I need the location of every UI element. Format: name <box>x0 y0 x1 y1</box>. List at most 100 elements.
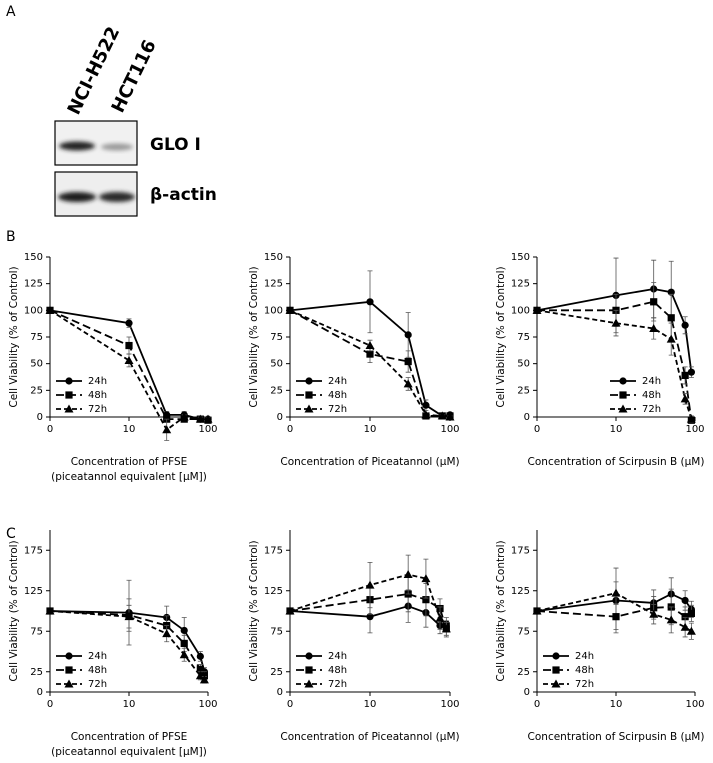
blot-panel <box>54 120 138 217</box>
marker <box>195 414 205 423</box>
marker <box>179 650 189 659</box>
x-axis-label: Concentration of Scirpusin B (μM) <box>528 731 705 743</box>
x-tick-label: 100 <box>685 699 704 710</box>
marker <box>666 334 676 343</box>
y-tick-label: 50 <box>270 359 283 370</box>
series-line <box>49 610 206 681</box>
marker <box>125 341 133 350</box>
legend-marker <box>305 377 313 385</box>
x-tick-label: 10 <box>123 699 136 710</box>
legend-label: 48h <box>575 665 594 676</box>
y-tick-label: 25 <box>30 385 43 396</box>
marker <box>45 305 55 314</box>
marker <box>365 341 375 350</box>
y-tick-label: 175 <box>264 545 283 556</box>
marker <box>179 412 189 421</box>
marker <box>649 323 659 332</box>
marker <box>162 629 172 638</box>
panel-label: B <box>6 229 16 245</box>
x-tick-label: 0 <box>287 424 293 435</box>
legend-marker <box>305 652 313 660</box>
y-tick-label: 125 <box>264 586 283 597</box>
marker <box>421 574 431 583</box>
marker <box>422 401 430 409</box>
y-axis-label: Cell Viability (% of Control) <box>248 540 260 681</box>
y-tick-label: 25 <box>270 385 283 396</box>
y-tick-label: 100 <box>24 305 43 316</box>
y-tick-label: 150 <box>511 252 530 263</box>
legend-marker <box>65 666 73 674</box>
marker <box>180 626 188 635</box>
marker <box>403 379 413 388</box>
y-tick-label: 175 <box>24 545 43 556</box>
y-axis-label: Cell Viability (% of Control) <box>8 266 20 407</box>
y-tick-label: 125 <box>511 586 530 597</box>
x-axis-label: Concentration of PFSE <box>71 456 188 468</box>
marker <box>125 319 133 327</box>
x-axis-label: Concentration of Piceatannol (μM) <box>280 456 459 468</box>
series-line <box>536 288 693 373</box>
y-tick-label: 0 <box>277 412 283 423</box>
y-axis-label: Cell Viability (% of Control) <box>8 540 20 681</box>
y-tick-label: 125 <box>511 279 530 290</box>
panel-label: C <box>6 526 16 542</box>
y-axis-label: Cell Viability (% of Control) <box>495 266 507 407</box>
y-tick-label: 75 <box>270 626 283 637</box>
marker <box>680 394 690 403</box>
legend-label: 72h <box>575 679 594 690</box>
y-tick-label: 25 <box>270 667 283 678</box>
marker <box>681 613 689 621</box>
marker <box>441 624 451 633</box>
legend-label: 24h <box>575 651 594 662</box>
x-tick-label: 100 <box>440 424 459 435</box>
marker <box>445 412 455 421</box>
y-tick-label: 100 <box>264 305 283 316</box>
legend-marker <box>619 377 627 385</box>
marker <box>681 371 689 379</box>
series-line <box>537 300 693 421</box>
y-tick-label: 125 <box>264 279 283 290</box>
legend-marker <box>551 679 561 688</box>
marker <box>180 639 188 647</box>
y-tick-label: 0 <box>524 412 530 423</box>
legend-marker <box>304 679 314 688</box>
marker <box>162 425 172 434</box>
legend-label: 72h <box>88 679 107 690</box>
x-axis-label: Concentration of PFSE <box>71 731 188 743</box>
legend-marker <box>552 652 560 660</box>
marker <box>195 671 205 680</box>
marker <box>650 298 658 306</box>
marker <box>612 613 620 621</box>
y-tick-label: 175 <box>511 545 530 556</box>
marker <box>203 414 213 423</box>
x-axis-label: (piceatannol equivalent [μM]) <box>51 471 207 483</box>
legend-label: 72h <box>642 404 661 415</box>
marker <box>681 596 689 605</box>
marker <box>687 609 695 618</box>
marker <box>404 331 412 339</box>
marker <box>649 609 659 618</box>
y-tick-label: 75 <box>30 626 43 637</box>
legend-label: 48h <box>88 665 107 676</box>
y-axis-label: Cell Viability (% of Control) <box>495 540 507 681</box>
marker <box>285 606 295 615</box>
series-line <box>536 592 692 633</box>
legend-marker <box>552 666 560 674</box>
legend-marker <box>305 666 313 674</box>
marker <box>611 318 621 327</box>
y-tick-label: 25 <box>517 667 530 678</box>
y-tick-label: 25 <box>30 667 43 678</box>
marker <box>124 612 134 621</box>
x-axis-label: (piceatannol equivalent [μM]) <box>51 746 207 758</box>
legend-marker <box>304 404 314 413</box>
legend-label: 48h <box>642 390 661 401</box>
x-tick-label: 0 <box>534 699 540 710</box>
marker <box>667 314 675 322</box>
legend-label: 72h <box>328 679 347 690</box>
marker <box>687 368 695 376</box>
y-tick-label: 0 <box>277 687 283 698</box>
y-tick-label: 75 <box>270 332 283 343</box>
marker <box>435 613 445 622</box>
legend-marker <box>64 404 74 413</box>
y-tick-label: 50 <box>30 359 43 370</box>
